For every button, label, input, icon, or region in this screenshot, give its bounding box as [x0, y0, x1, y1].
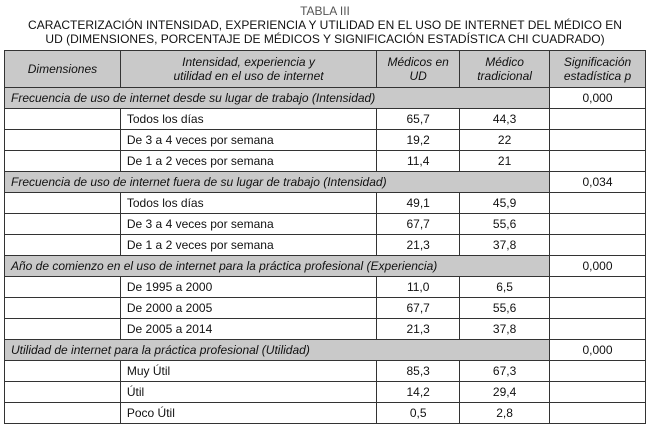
header-dimensiones: Dimensiones: [4, 50, 121, 88]
table-row: Poco Útil 0,5 2,8: [4, 402, 646, 424]
table-row: De 3 a 4 veces por semana 19,2 22: [4, 129, 646, 151]
table-row: Todos los días 65,7 44,3: [4, 108, 646, 130]
empty-cell: [4, 276, 121, 298]
table-number: TABLA III: [300, 4, 350, 18]
empty-cell: [549, 150, 646, 172]
category-cell: Poco Útil: [119, 402, 378, 424]
medicos-ud-cell: 65,7: [376, 108, 461, 130]
header-medico-tradicional: Médico tradicional: [459, 50, 551, 88]
header-row: Dimensiones Intensidad, experiencia y uti…: [4, 50, 646, 88]
empty-cell: [549, 402, 646, 424]
group-label: Utilidad de internet para la práctica pr…: [3, 339, 551, 361]
empty-cell: [4, 192, 121, 214]
category-cell: De 1995 a 2000: [119, 276, 378, 298]
table-row: Muy Útil 85,3 67,3: [4, 360, 646, 382]
group-label: Año de comienzo en el uso de internet pa…: [3, 255, 551, 277]
empty-cell: [4, 318, 121, 340]
medico-tradicional-cell: 6,5: [459, 276, 551, 298]
table-row: Útil 14,2 29,4: [4, 381, 646, 403]
p-value: 0,000: [549, 339, 646, 361]
medico-tradicional-cell: 67,3: [459, 360, 551, 382]
table-row: De 2005 a 2014 21,3 37,8: [4, 318, 646, 340]
empty-cell: [4, 234, 121, 256]
medicos-ud-cell: 14,2: [376, 381, 461, 403]
category-cell: Útil: [119, 381, 378, 403]
empty-cell: [4, 360, 121, 382]
table-row: De 1995 a 2000 11,0 6,5: [4, 276, 646, 298]
header-significacion: Significación estadística p: [549, 50, 646, 88]
medico-tradicional-cell: 21: [459, 150, 551, 172]
table-row: De 3 a 4 veces por semana 67,7 55,6: [4, 213, 646, 235]
medicos-ud-cell: 67,7: [376, 297, 461, 319]
medicos-ud-cell: 11,4: [376, 150, 461, 172]
medico-tradicional-cell: 55,6: [459, 297, 551, 319]
medicos-ud-cell: 67,7: [376, 213, 461, 235]
empty-cell: [549, 297, 646, 319]
medico-tradicional-cell: 45,9: [459, 192, 551, 214]
empty-cell: [549, 318, 646, 340]
medicos-ud-cell: 85,3: [376, 360, 461, 382]
p-value: 0,034: [549, 171, 646, 193]
medicos-ud-cell: 11,0: [376, 276, 461, 298]
medicos-ud-cell: 49,1: [376, 192, 461, 214]
table-row: De 2000 a 2005 67,7 55,6: [4, 297, 646, 319]
category-cell: De 3 a 4 veces por semana: [119, 129, 378, 151]
table-row: De 1 a 2 veces por semana 11,4 21: [4, 150, 646, 172]
medico-tradicional-cell: 22: [459, 129, 551, 151]
empty-cell: [4, 150, 121, 172]
group-row: Frecuencia de uso de internet fuera de s…: [3, 171, 646, 193]
medicos-ud-cell: 21,3: [376, 318, 461, 340]
empty-cell: [4, 402, 121, 424]
medico-tradicional-cell: 44,3: [459, 108, 551, 130]
empty-cell: [549, 360, 646, 382]
empty-cell: [549, 192, 646, 214]
empty-cell: [4, 213, 121, 235]
empty-cell: [4, 381, 121, 403]
medico-tradicional-cell: 37,8: [459, 234, 551, 256]
medicos-ud-cell: 19,2: [376, 129, 461, 151]
group-row: Año de comienzo en el uso de internet pa…: [3, 255, 646, 277]
group-label: Frecuencia de uso de internet fuera de s…: [3, 171, 551, 193]
table-title-block: TABLA III CARACTERIZACIÓN INTENSIDAD, EX…: [0, 0, 650, 46]
medico-tradicional-cell: 2,8: [459, 402, 551, 424]
p-value: 0,000: [549, 255, 646, 277]
empty-cell: [549, 129, 646, 151]
group-row: Frecuencia de uso de internet desde su l…: [3, 87, 646, 109]
group-row: Utilidad de internet para la práctica pr…: [3, 339, 646, 361]
category-cell: De 2005 a 2014: [119, 318, 378, 340]
empty-cell: [549, 213, 646, 235]
category-cell: De 1 a 2 veces por semana: [119, 234, 378, 256]
empty-cell: [549, 108, 646, 130]
category-cell: Todos los días: [119, 108, 378, 130]
header-intensidad: Intensidad, experiencia y utilidad en el …: [119, 50, 378, 88]
empty-cell: [4, 108, 121, 130]
table-row: Todos los días 49,1 45,9: [4, 192, 646, 214]
table-caption-line-2: UD (DIMENSIONES, PORCENTAJE DE MÉDICOS Y…: [45, 32, 605, 46]
medico-tradicional-cell: 37,8: [459, 318, 551, 340]
group-label: Frecuencia de uso de internet desde su l…: [3, 87, 551, 109]
table-row: De 1 a 2 veces por semana 21,3 37,8: [4, 234, 646, 256]
category-cell: Todos los días: [119, 192, 378, 214]
header-medicos-ud: Médicos en UD: [376, 50, 461, 88]
medicos-ud-cell: 21,3: [376, 234, 461, 256]
empty-cell: [549, 234, 646, 256]
empty-cell: [549, 276, 646, 298]
data-table: Dimensiones Intensidad, experiencia y uti…: [3, 50, 646, 424]
category-cell: De 1 a 2 veces por semana: [119, 150, 378, 172]
category-cell: De 3 a 4 veces por semana: [119, 213, 378, 235]
p-value: 0,000: [549, 87, 646, 109]
medicos-ud-cell: 0,5: [376, 402, 461, 424]
category-cell: Muy Útil: [119, 360, 378, 382]
medico-tradicional-cell: 55,6: [459, 213, 551, 235]
empty-cell: [4, 129, 121, 151]
category-cell: De 2000 a 2005: [119, 297, 378, 319]
empty-cell: [549, 381, 646, 403]
table-caption-line-1: CARACTERIZACIÓN INTENSIDAD, EXPERIENCIA …: [28, 18, 622, 32]
medico-tradicional-cell: 29,4: [459, 381, 551, 403]
empty-cell: [4, 297, 121, 319]
